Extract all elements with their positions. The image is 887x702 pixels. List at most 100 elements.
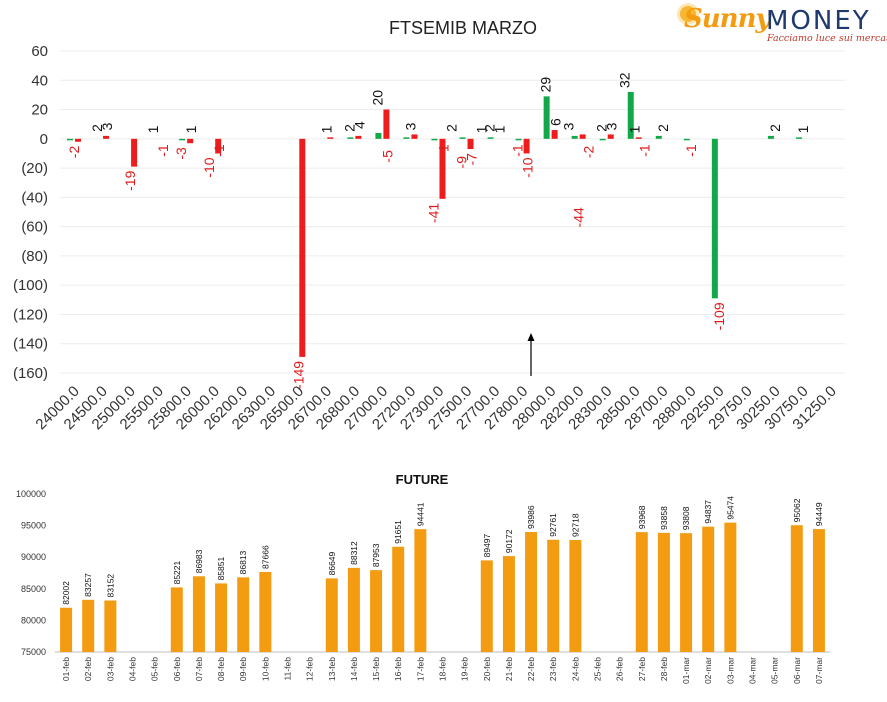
bar [104, 600, 117, 652]
bar [724, 522, 737, 652]
bar [237, 577, 250, 652]
data-label: -1 [211, 144, 227, 157]
x-tick-label: 06-mar [792, 657, 802, 684]
data-label: 83152 [105, 574, 115, 598]
data-label: 29 [538, 77, 554, 93]
data-label: 87666 [260, 545, 270, 569]
bar [502, 556, 515, 652]
data-label: -41 [425, 203, 441, 223]
bar [67, 138, 74, 141]
data-label: 20 [369, 90, 385, 106]
bar [547, 539, 560, 652]
data-label: 85851 [216, 557, 226, 581]
bar [403, 137, 410, 139]
data-label: 85221 [172, 560, 182, 584]
bar [411, 134, 418, 139]
bar [480, 560, 493, 652]
data-label: 87953 [371, 543, 381, 567]
bar [192, 576, 205, 652]
y-tick-label: 20 [31, 102, 48, 119]
y-tick-label: (120) [13, 306, 48, 323]
x-tick-label: 12-feb [305, 657, 315, 681]
data-label: 93986 [526, 505, 536, 529]
data-label: 1 [318, 125, 334, 133]
y-tick-label: (140) [13, 336, 48, 353]
bar [347, 567, 360, 652]
bar [515, 138, 522, 141]
data-label: 95062 [792, 498, 802, 522]
bar [711, 138, 718, 299]
data-label: 92718 [570, 513, 580, 537]
data-label: 3 [561, 122, 577, 130]
data-label: 2 [89, 124, 105, 132]
bar [767, 135, 774, 139]
y-tick-label: (100) [13, 277, 48, 294]
bar [525, 532, 538, 652]
y-tick-label: 95000 [21, 521, 46, 531]
data-label: 88312 [349, 541, 359, 565]
data-label: -10 [520, 157, 536, 177]
data-label: 2 [767, 124, 783, 132]
sunny-money-logo: Sunny MONEY Facciamo luce sui mercati [680, 4, 887, 44]
x-tick-label: 01-feb [61, 657, 71, 681]
data-label: 1 [492, 125, 508, 133]
data-label: 93858 [659, 506, 669, 530]
bar [439, 138, 446, 199]
bar [259, 571, 272, 652]
y-tick-label: (20) [21, 160, 48, 177]
y-tick-label: 40 [31, 72, 48, 89]
data-label: 1 [183, 125, 199, 133]
data-label: -3 [173, 147, 189, 160]
logo-money-text: MONEY [766, 6, 871, 36]
x-tick-label: 02-mar [703, 657, 713, 684]
y-tick-label: (80) [21, 248, 48, 265]
data-label: -149 [290, 361, 306, 389]
x-tick-label: 04-feb [128, 657, 138, 681]
y-tick-label: 85000 [21, 584, 46, 594]
bar [635, 137, 642, 139]
x-tick-label: 08-feb [216, 657, 226, 681]
y-tick-label: 90000 [21, 552, 46, 562]
bar [375, 132, 382, 139]
data-label: -1 [683, 144, 699, 157]
x-tick-label: 03-mar [725, 657, 735, 684]
bar [327, 137, 334, 139]
bar [599, 138, 606, 141]
data-label: 2 [444, 124, 460, 132]
x-tick-label: 01-mar [681, 657, 691, 684]
data-label: 94837 [703, 500, 713, 524]
data-label: 93808 [681, 506, 691, 530]
data-label: -1 [435, 144, 451, 157]
x-tick-label: 20-feb [482, 657, 492, 681]
data-label: 93968 [637, 505, 647, 529]
data-label: -5 [379, 150, 395, 163]
data-label: -9 [454, 156, 470, 169]
data-label: 32 [617, 72, 633, 88]
bar [215, 138, 222, 154]
bar [103, 135, 110, 139]
x-tick-label: 21-feb [504, 657, 514, 681]
data-label: 1 [145, 125, 161, 133]
bar [392, 546, 405, 652]
data-label: -10 [201, 157, 217, 177]
bar [131, 138, 138, 167]
bar [795, 137, 802, 139]
data-label: 3 [402, 122, 418, 130]
y-tick-label: (160) [13, 365, 48, 382]
data-label: 3 [99, 122, 115, 130]
data-label: 1 [627, 125, 643, 133]
data-label: 83257 [83, 573, 93, 597]
y-tick-label: 100000 [16, 489, 46, 499]
y-tick-label: 60 [31, 43, 48, 60]
data-label: 82002 [61, 581, 71, 605]
bar [347, 137, 354, 139]
x-tick-label: 17-feb [415, 657, 425, 681]
x-tick-label: 02-feb [83, 657, 93, 681]
bar [702, 526, 715, 652]
sun-icon [680, 6, 696, 22]
x-tick-label: 07-feb [194, 657, 204, 681]
data-label: -2 [66, 146, 82, 159]
bar [683, 138, 690, 141]
data-label: 86649 [327, 551, 337, 575]
